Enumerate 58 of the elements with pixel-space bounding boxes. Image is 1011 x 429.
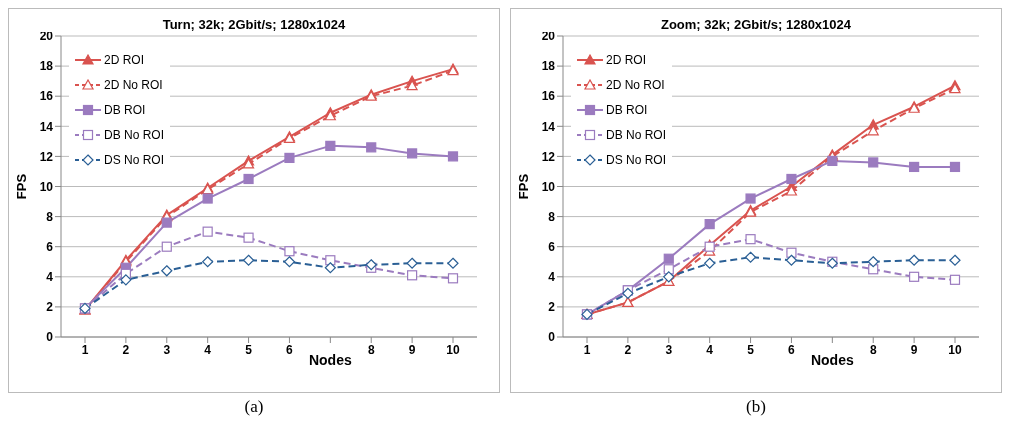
y-axis-title: FPS: [515, 173, 531, 200]
y-tick-label: 8: [46, 209, 54, 224]
y-tick-label: 20: [541, 29, 556, 44]
x-tick-label: 2: [624, 342, 632, 357]
y-tick-label: 4: [548, 270, 556, 285]
y-tick-label: 0: [548, 330, 556, 345]
y-tick-label: 18: [541, 59, 556, 74]
legend-label: 2D No ROI: [606, 77, 665, 92]
y-tick-label: 10: [541, 179, 556, 194]
y-tick-label: 12: [39, 149, 54, 164]
y-tick-label: 16: [541, 89, 556, 104]
x-tick-label: 10: [446, 342, 460, 357]
y-tick-label: 8: [548, 209, 556, 224]
x-tick-label: 1: [583, 342, 591, 357]
y-tick-label: 4: [46, 270, 54, 285]
x-tick-label: 3: [665, 342, 673, 357]
legend-label: DB No ROI: [606, 127, 667, 142]
y-tick-label: 16: [39, 89, 54, 104]
x-tick-label: 5: [747, 342, 755, 357]
x-tick-label: 8: [367, 342, 375, 357]
y-tick-label: 20: [39, 29, 54, 44]
x-tick-label: 4: [204, 342, 212, 357]
x-tick-label: 10: [948, 342, 962, 357]
y-tick-label: 6: [46, 239, 54, 254]
y-tick-label: 14: [39, 119, 54, 134]
y-tick-label: 10: [39, 179, 54, 194]
legend-label: 2D ROI: [606, 52, 647, 67]
legend-label: DS No ROI: [104, 152, 165, 167]
legend-label: DS No ROI: [606, 152, 667, 167]
x-tick-label: 1: [81, 342, 89, 357]
x-tick-label: 9: [910, 342, 918, 357]
y-tick-label: 2: [46, 300, 54, 315]
x-axis-title: Nodes: [810, 352, 854, 368]
legend-label: 2D No ROI: [104, 77, 163, 92]
y-tick-label: 2: [548, 300, 556, 315]
x-tick-label: 9: [408, 342, 416, 357]
y-tick-label: 18: [39, 59, 54, 74]
legend-label: DB ROI: [606, 102, 648, 117]
x-tick-label: 2: [122, 342, 130, 357]
text: (a): [243, 397, 265, 417]
x-tick-label: 6: [286, 342, 294, 357]
y-tick-label: 12: [541, 149, 556, 164]
x-tick-label: 8: [869, 342, 877, 357]
chart-title: Zoom; 32k; 2Gbit/s; 1280x1024: [660, 17, 852, 32]
y-tick-label: 14: [541, 119, 556, 134]
legend-label: 2D ROI: [104, 52, 145, 67]
x-axis-title: Nodes: [308, 352, 352, 368]
y-axis-title: FPS: [13, 173, 29, 200]
text: (b): [745, 397, 767, 417]
legend-label: DB No ROI: [104, 127, 165, 142]
x-tick-label: 5: [245, 342, 253, 357]
legend-label: DB ROI: [104, 102, 146, 117]
x-tick-label: 3: [163, 342, 171, 357]
y-tick-label: 0: [46, 330, 54, 345]
x-tick-label: 6: [788, 342, 796, 357]
x-tick-label: 4: [706, 342, 714, 357]
y-tick-label: 6: [548, 239, 556, 254]
chart-title: Turn; 32k; 2Gbit/s; 1280x1024: [162, 17, 346, 32]
